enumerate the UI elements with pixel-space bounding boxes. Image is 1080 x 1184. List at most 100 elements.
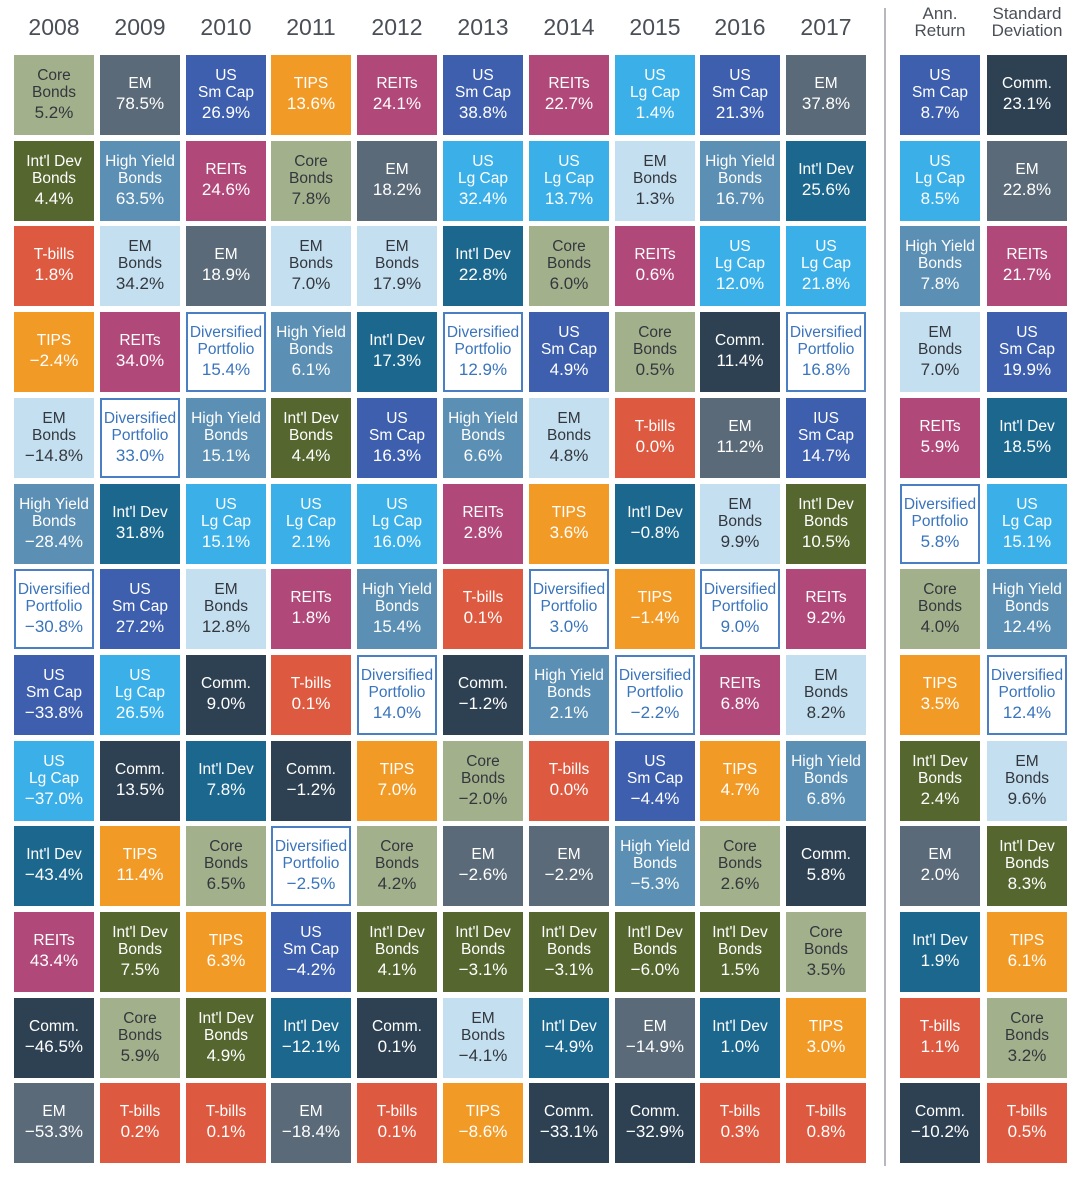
cell-comm-: Comm. 5.8% (786, 826, 866, 906)
cell-diversified-portfolio: Diversified Portfolio −2.2% (615, 655, 695, 735)
cell-value: 1.8% (34, 265, 74, 284)
cell-us-lg-cap: US Lg Cap 15.1% (987, 484, 1067, 564)
cell-label: US Sm Cap (455, 66, 511, 101)
cell-value: 12.0% (715, 273, 765, 293)
cell-t-bills: T-bills 0.1% (186, 1083, 266, 1163)
cell-label: High Yield Bonds (362, 580, 432, 615)
cell-label: Core Bonds (547, 237, 591, 272)
cell-int-l-dev-bonds: Int'l Dev Bonds 4.1% (357, 912, 437, 992)
cell-label: Diversified Portfolio (103, 409, 177, 444)
cell-label: Diversified Portfolio (789, 323, 863, 358)
cell-value: −10.2% (910, 1122, 970, 1141)
cell-value: −46.5% (24, 1037, 84, 1056)
cell-label: IUS Sm Cap (798, 409, 854, 444)
cell-label: Diversified Portfolio (532, 580, 606, 615)
cell-label: High Yield Bonds (905, 237, 975, 272)
cell-diversified-portfolio: Diversified Portfolio 15.4% (186, 312, 266, 392)
cell-label: Core Bonds (718, 837, 762, 872)
cell-int-l-dev-bonds: Int'l Dev Bonds 10.5% (786, 484, 866, 564)
std-dev-header: Standard Deviation (991, 4, 1063, 40)
cell-value: 12.8% (201, 616, 251, 636)
cell-value: 1.9% (920, 951, 960, 970)
cell-int-l-dev: Int'l Dev 7.8% (186, 741, 266, 821)
cell-label: T-bills (634, 418, 676, 435)
cell-label: T-bills (119, 1103, 161, 1120)
cell-comm-: Comm. −1.2% (271, 741, 351, 821)
cell-value: 8.5% (920, 188, 960, 208)
cell-value: 6.8% (720, 694, 760, 713)
cell-tips: TIPS 11.4% (100, 826, 180, 906)
cell-value: 3.0% (806, 1037, 846, 1056)
cell-us-lg-cap: US Lg Cap 26.5% (100, 655, 180, 735)
cell-core-bonds: Core Bonds 0.5% (615, 312, 695, 392)
year-header: 2010 (200, 14, 252, 40)
cell-value: 0.3% (720, 1122, 760, 1141)
year-header: 2015 (629, 14, 681, 40)
cell-reits: REITs 21.7% (987, 226, 1067, 306)
cell-label: EM (928, 846, 952, 863)
cell-reits: REITs 34.0% (100, 312, 180, 392)
cell-label: EM Bonds (118, 237, 162, 272)
cell-em: EM −2.6% (443, 826, 523, 906)
cell-int-l-dev: Int'l Dev 22.8% (443, 226, 523, 306)
cell-value: 2.8% (463, 523, 503, 542)
cell-value: 22.8% (458, 265, 508, 284)
cell-label: Comm. (115, 761, 165, 778)
cell-label: Core Bonds (118, 1009, 162, 1044)
cell-us-sm-cap: US Sm Cap −33.8% (14, 655, 94, 735)
cell-label: High Yield Bonds (191, 409, 261, 444)
cell-us-sm-cap: US Sm Cap −4.2% (271, 912, 351, 992)
cell-value: 7.0% (920, 359, 960, 379)
cell-int-l-dev-bonds: Int'l Dev Bonds 4.4% (14, 141, 94, 221)
cell-label: US Sm Cap (283, 923, 339, 958)
cell-value: −2.2% (544, 865, 594, 884)
cell-value: 17.9% (372, 273, 422, 293)
cell-em: EM 18.2% (357, 141, 437, 221)
cell-high-yield-bonds: High Yield Bonds −28.4% (14, 484, 94, 564)
cell-label: High Yield Bonds (105, 152, 175, 187)
cell-tips: TIPS 7.0% (357, 741, 437, 821)
cell-t-bills: T-bills 0.5% (987, 1083, 1067, 1163)
cell-tips: TIPS 6.3% (186, 912, 266, 992)
cell-core-bonds: Core Bonds 3.5% (786, 912, 866, 992)
cell-us-lg-cap: US Lg Cap 1.4% (615, 55, 695, 135)
cell-value: 12.4% (1002, 616, 1052, 636)
cell-label: TIPS (379, 761, 415, 778)
cell-label: High Yield Bonds (19, 495, 89, 530)
cell-label: Int'l Dev Bonds (798, 495, 854, 530)
cell-label: EM Bonds (718, 495, 762, 530)
cell-value: 5.9% (920, 437, 960, 456)
cell-label: Int'l Dev (627, 504, 683, 521)
cell-high-yield-bonds: High Yield Bonds 6.8% (786, 741, 866, 821)
cell-label: EM Bonds (32, 409, 76, 444)
cell-label: TIPS (722, 761, 758, 778)
cell-value: −14.9% (625, 1037, 685, 1056)
cell-label: T-bills (376, 1103, 418, 1120)
cell-value: 3.0% (549, 616, 589, 636)
cell-label: High Yield Bonds (448, 409, 518, 444)
cell-em: EM 22.8% (987, 141, 1067, 221)
cell-em: EM −2.2% (529, 826, 609, 906)
cell-int-l-dev: Int'l Dev 1.9% (900, 912, 980, 992)
cell-em-bonds: EM Bonds 12.8% (186, 569, 266, 649)
cell-value: 5.8% (806, 865, 846, 884)
cell-value: 7.8% (206, 780, 246, 799)
cell-reits: REITs 1.8% (271, 569, 351, 649)
cell-us-sm-cap: US Sm Cap 8.7% (900, 55, 980, 135)
cell-value: 6.1% (1007, 951, 1047, 970)
cell-value: 0.8% (806, 1122, 846, 1141)
cell-label: Core Bonds (289, 152, 333, 187)
cell-value: −6.0% (630, 959, 680, 979)
cell-value: 22.7% (544, 94, 594, 113)
cell-value: 4.2% (377, 873, 417, 893)
cell-t-bills: T-bills 0.1% (271, 655, 351, 735)
cell-label: TIPS (208, 932, 244, 949)
cell-label: Diversified Portfolio (618, 666, 692, 701)
cell-value: 16.7% (715, 188, 765, 208)
cell-label: EM (814, 75, 838, 92)
cell-label: EM Bonds (918, 323, 962, 358)
cell-em: EM 2.0% (900, 826, 980, 906)
cell-label: Core Bonds (375, 837, 419, 872)
cell-value: 26.9% (201, 102, 251, 122)
cell-comm-: Comm. −46.5% (14, 998, 94, 1078)
